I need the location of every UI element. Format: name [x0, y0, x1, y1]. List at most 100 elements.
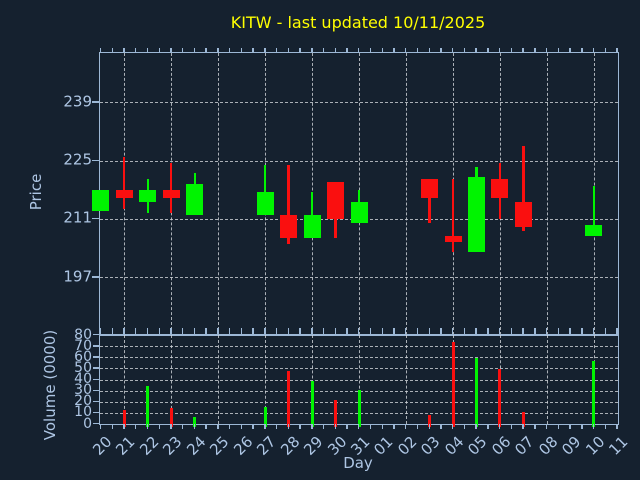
- x-tick-label: 25: [206, 432, 233, 459]
- volume-tick-mark: [93, 400, 99, 403]
- bottom-tick-mark: [498, 424, 501, 429]
- bottom-tick-mark: [123, 424, 125, 429]
- x-tick-label: 04: [441, 432, 468, 459]
- bottom-tick-mark: [534, 424, 536, 429]
- bottom-tick-mark: [381, 424, 383, 429]
- boundary-tick-mark: [510, 328, 513, 334]
- candle-31: [350, 202, 368, 224]
- boundary-tick-mark: [369, 328, 372, 334]
- volume-tick-label: 20: [74, 393, 92, 410]
- candle-03: [421, 179, 439, 199]
- top-tick-mark: [393, 48, 395, 52]
- volume-gridline-vertical: [359, 335, 361, 424]
- price-tick-mark: [92, 159, 99, 162]
- volume-gridline: [100, 357, 618, 359]
- volume-tick-mark: [93, 378, 99, 380]
- bottom-tick-mark: [146, 424, 149, 429]
- volume-tick-mark: [93, 334, 99, 336]
- boundary-tick-mark: [334, 328, 336, 334]
- top-tick-mark: [111, 48, 113, 52]
- price-tick-label: 197: [63, 267, 92, 286]
- top-tick-mark: [240, 48, 243, 52]
- bottom-tick-mark: [193, 424, 196, 429]
- candle-05: [467, 177, 485, 253]
- x-tick-label: 29: [300, 432, 327, 459]
- boundary-tick-mark: [346, 328, 348, 334]
- top-tick-mark: [181, 48, 184, 52]
- candle-20: [92, 189, 110, 211]
- top-tick-mark: [428, 48, 430, 52]
- volume-bar-05: [474, 358, 478, 427]
- volume-bar-24: [193, 417, 197, 427]
- bottom-tick-mark: [581, 424, 583, 429]
- volume-gridline-vertical: [171, 335, 173, 424]
- volume-tick-mark: [93, 389, 99, 392]
- chart-title: KITW - last updated 10/11/2025: [230, 13, 486, 32]
- bottom-tick-mark: [545, 424, 548, 429]
- price-plot: [92, 52, 619, 336]
- bottom-tick-mark: [264, 424, 266, 429]
- boundary-tick-mark: [311, 328, 313, 334]
- boundary-tick-mark: [393, 328, 395, 334]
- boundary-tick-mark: [581, 328, 583, 334]
- top-tick-mark: [193, 48, 196, 52]
- bottom-tick-mark: [217, 424, 219, 429]
- bottom-tick-mark: [416, 424, 419, 429]
- top-tick-mark: [264, 48, 266, 52]
- top-tick-mark: [616, 48, 618, 52]
- candle-wick-21: [123, 156, 126, 209]
- volume-bar-31: [357, 389, 361, 427]
- candle-22: [139, 189, 157, 203]
- boundary-tick-mark: [123, 328, 125, 334]
- bottom-tick-mark: [299, 424, 301, 429]
- top-tick-mark: [604, 48, 606, 52]
- volume-tick-label: 40: [74, 371, 92, 387]
- top-tick-mark: [534, 48, 536, 52]
- bottom-tick-mark: [275, 424, 278, 429]
- volume-bar-30: [334, 399, 338, 427]
- top-tick-mark: [311, 48, 313, 52]
- top-tick-mark: [545, 48, 548, 52]
- boundary-tick-mark: [498, 328, 501, 334]
- boundary-tick-mark: [252, 328, 254, 334]
- top-tick-mark: [569, 48, 571, 52]
- bottom-tick-mark: [369, 424, 372, 429]
- candle-wick-23: [170, 162, 173, 213]
- volume-bar-07: [521, 411, 525, 427]
- volume-tick-label: 10: [74, 404, 92, 421]
- volume-gridline: [100, 379, 618, 381]
- bottom-tick-mark: [287, 424, 290, 429]
- top-tick-mark: [123, 48, 125, 52]
- x-tick-label: 24: [182, 432, 210, 459]
- top-tick-mark: [522, 48, 524, 52]
- candle-21: [115, 189, 133, 199]
- x-tick-label: 21: [112, 432, 139, 459]
- candle-wick-27: [263, 164, 267, 215]
- candle-29: [303, 214, 321, 238]
- bottom-tick-mark: [522, 424, 524, 429]
- boundary-tick-mark: [405, 328, 407, 334]
- candle-24: [186, 183, 204, 215]
- boundary-tick-mark: [275, 328, 278, 334]
- boundary-tick-mark: [545, 328, 548, 334]
- candle-wick-10: [592, 185, 596, 236]
- bottom-tick-mark: [170, 424, 172, 429]
- candle-wick-04: [451, 179, 455, 253]
- top-tick-mark: [475, 48, 477, 52]
- boundary-tick-mark: [452, 328, 454, 334]
- volume-tick-mark: [93, 345, 99, 347]
- volume-bar-28: [287, 370, 291, 427]
- top-tick-mark: [510, 48, 513, 52]
- top-tick-mark: [416, 48, 419, 52]
- volume-tick-mark: [93, 411, 99, 414]
- price-gridline: [100, 277, 618, 279]
- volume-bar-27: [263, 407, 267, 427]
- bottom-tick-mark: [346, 424, 348, 429]
- top-tick-mark: [287, 48, 290, 52]
- boundary-tick-mark: [416, 328, 419, 334]
- top-tick-mark: [346, 48, 348, 52]
- volume-bar-06: [498, 369, 502, 427]
- price-tick-label: 239: [63, 92, 92, 111]
- candle-23: [162, 189, 180, 199]
